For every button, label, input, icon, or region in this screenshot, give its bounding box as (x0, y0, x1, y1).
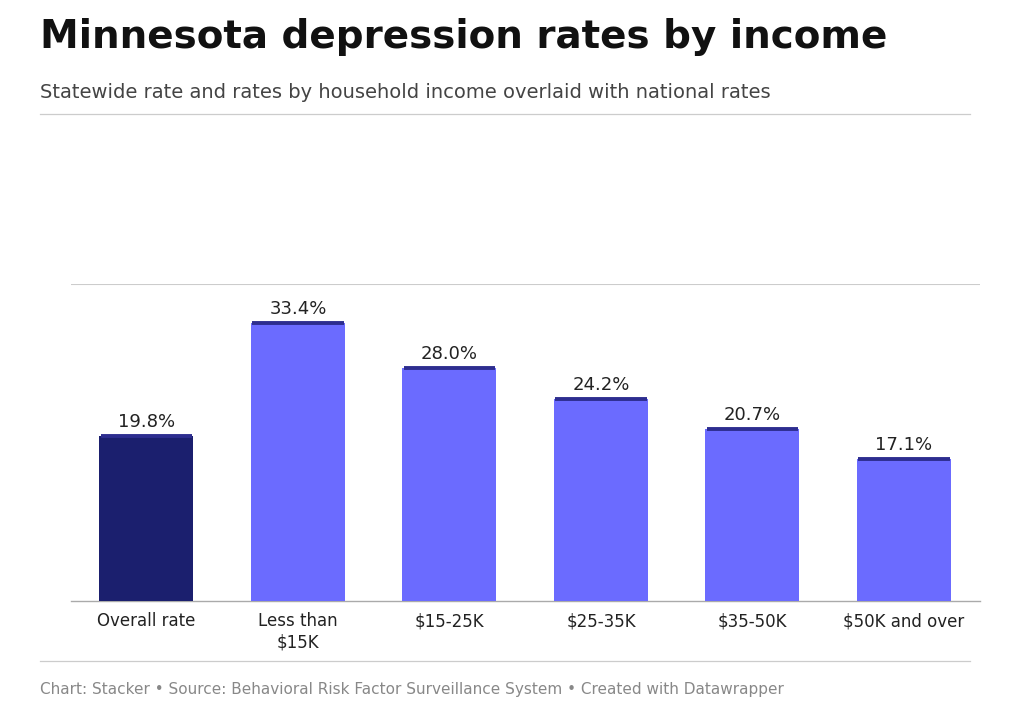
Bar (99, 436, 193, 601)
Text: 17.1%: 17.1% (876, 436, 932, 454)
Bar (553, 400, 647, 601)
Bar (856, 459, 950, 601)
Text: 20.7%: 20.7% (724, 405, 781, 423)
Text: 33.4%: 33.4% (270, 300, 326, 318)
Text: 28.0%: 28.0% (421, 345, 478, 363)
Bar (250, 323, 344, 601)
Text: 24.2%: 24.2% (573, 377, 629, 395)
Text: Minnesota depression rates by income: Minnesota depression rates by income (40, 18, 888, 56)
Text: Statewide rate and rates by household income overlaid with national rates: Statewide rate and rates by household in… (40, 83, 771, 102)
Text: 19.8%: 19.8% (118, 413, 175, 431)
Text: Chart: Stacker • Source: Behavioral Risk Factor Surveillance System • Created wi: Chart: Stacker • Source: Behavioral Risk… (40, 682, 785, 697)
Bar (402, 368, 497, 601)
Bar (705, 428, 799, 601)
